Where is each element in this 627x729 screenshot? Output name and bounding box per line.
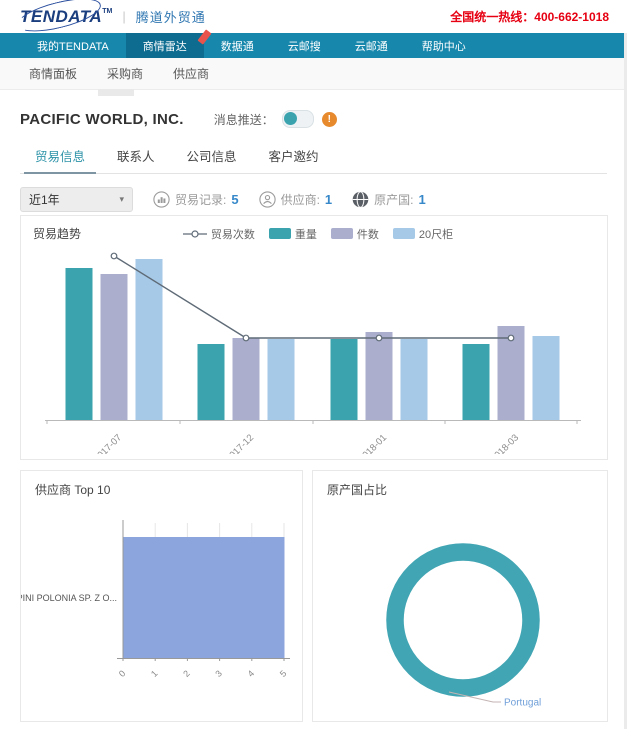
svg-text:2017-07: 2017-07 <box>92 432 124 454</box>
nav-item-help-center[interactable]: 帮助中心 <box>421 40 466 53</box>
stat-origin-countries: 原产国: 1 <box>352 191 426 208</box>
svg-text:2018-03: 2018-03 <box>489 432 521 454</box>
push-label: 消息推送： <box>213 112 274 127</box>
subnav-item-buyers[interactable]: 采购商 <box>107 67 144 81</box>
nav-item-cloud-mail[interactable]: 云邮通 <box>354 40 388 53</box>
trade-trend-card: 贸易趋势 贸易次数 重量 件数 20尺柜 2017-07 2017-12 2018-01 2… <box>20 215 608 465</box>
tab-trade-info[interactable]: 贸易信息 <box>20 142 100 174</box>
legend-swatch-icon <box>330 228 353 239</box>
date-range-select[interactable]: 近1年 ▾ <box>20 187 133 212</box>
svg-text:1: 1 <box>149 668 160 679</box>
nav-item-my-tendata[interactable]: 我的TENDATA <box>37 40 109 53</box>
svg-text:0: 0 <box>117 668 128 679</box>
scrollbar[interactable] <box>624 33 627 729</box>
legend-swatch-icon <box>392 228 415 239</box>
origin-country-card: 原产国占比 Portugal <box>312 470 608 722</box>
nav-item-data-pass[interactable]: 数据通 <box>220 40 254 53</box>
svg-text:2018-01: 2018-01 <box>357 432 389 454</box>
legend-item-0[interactable]: 贸易次数 <box>182 226 255 242</box>
tendata-logo[interactable]: TENDATA TM <box>14 0 113 38</box>
legend-line-icon <box>182 229 207 238</box>
hotline-text: 全国统一热线：400-662-1018 <box>450 10 609 24</box>
top-header: TENDATA TM | 腾道外贸通 全国统一热线：400-662-1018 <box>0 0 627 38</box>
svg-text:3: 3 <box>213 668 224 679</box>
chevron-down-icon: ▾ <box>119 194 124 204</box>
nav-item-cloud-mail-search[interactable]: 云邮搜 <box>287 40 321 53</box>
legend-item-3[interactable]: 20尺柜 <box>392 226 453 242</box>
logo-text: TENDATA <box>20 6 103 26</box>
trend-legend: 贸易次数 重量 件数 20尺柜 <box>81 226 555 242</box>
subnav-item-suppliers[interactable]: 供应商 <box>173 67 210 81</box>
trade-trend-chart: 2017-07 2017-12 2018-01 2018-03 <box>21 242 607 465</box>
legend-item-2[interactable]: 件数 <box>330 226 379 242</box>
trade-records-icon <box>153 191 170 208</box>
stat-trade-records: 贸易记录: 5 <box>153 191 239 208</box>
main-navbar: 我的TENDATA 商情雷达 数据通 云邮搜 云邮通 帮助中心 <box>0 29 627 58</box>
svg-text:2: 2 <box>181 668 192 679</box>
supplier-icon <box>258 191 276 208</box>
product-name: 腾道外贸通 <box>135 10 206 25</box>
supplier-chart-title: 供应商 Top 10 <box>35 483 111 497</box>
legend-swatch-icon <box>268 228 291 239</box>
subnav-item-business-panel[interactable]: 商情面板 <box>29 67 78 81</box>
svg-text:PINI POLONIA SP. Z O...: PINI POLONIA SP. Z O... <box>21 593 117 603</box>
origin-country-icon <box>352 191 369 208</box>
tab-contacts[interactable]: 联系人 <box>117 150 155 164</box>
logo-divider: | <box>122 9 126 24</box>
detail-tabs: 贸易信息 联系人 公司信息 客户邀约 <box>20 142 607 174</box>
trend-chart-title: 贸易趋势 <box>33 227 82 241</box>
logo-trademark: TM <box>102 7 113 15</box>
supplier-top10-chart: PINI POLONIA SP. Z O... 0 1 2 3 4 5 <box>17 498 302 715</box>
svg-text:Portugal: Portugal <box>504 698 541 709</box>
origin-country-donut-chart: Portugal <box>313 498 607 719</box>
message-push-toggle[interactable] <box>281 110 314 128</box>
active-subnav-indicator <box>98 89 134 96</box>
svg-text:4: 4 <box>246 668 257 679</box>
legend-item-1[interactable]: 重量 <box>268 226 317 242</box>
company-name: PACIFIC WORLD, INC. <box>20 110 184 128</box>
svg-text:5: 5 <box>278 668 289 679</box>
tab-customer-invite[interactable]: 客户邀约 <box>268 150 319 164</box>
sub-navbar: 商情面板 采购商 供应商 <box>0 58 627 96</box>
nav-item-business-radar[interactable]: 商情雷达 <box>125 29 212 58</box>
svg-text:2017-12: 2017-12 <box>224 432 256 454</box>
notice-icon[interactable]: ! <box>321 111 337 127</box>
tab-company-info[interactable]: 公司信息 <box>186 150 237 164</box>
stat-suppliers: 供应商: 1 <box>258 191 332 208</box>
supplier-top10-card: 供应商 Top 10 PINI POLONIA SP. Z O... 0 1 2 3 4 5 <box>17 470 303 722</box>
origin-chart-title: 原产国占比 <box>327 483 388 497</box>
toggle-knob <box>283 112 297 125</box>
